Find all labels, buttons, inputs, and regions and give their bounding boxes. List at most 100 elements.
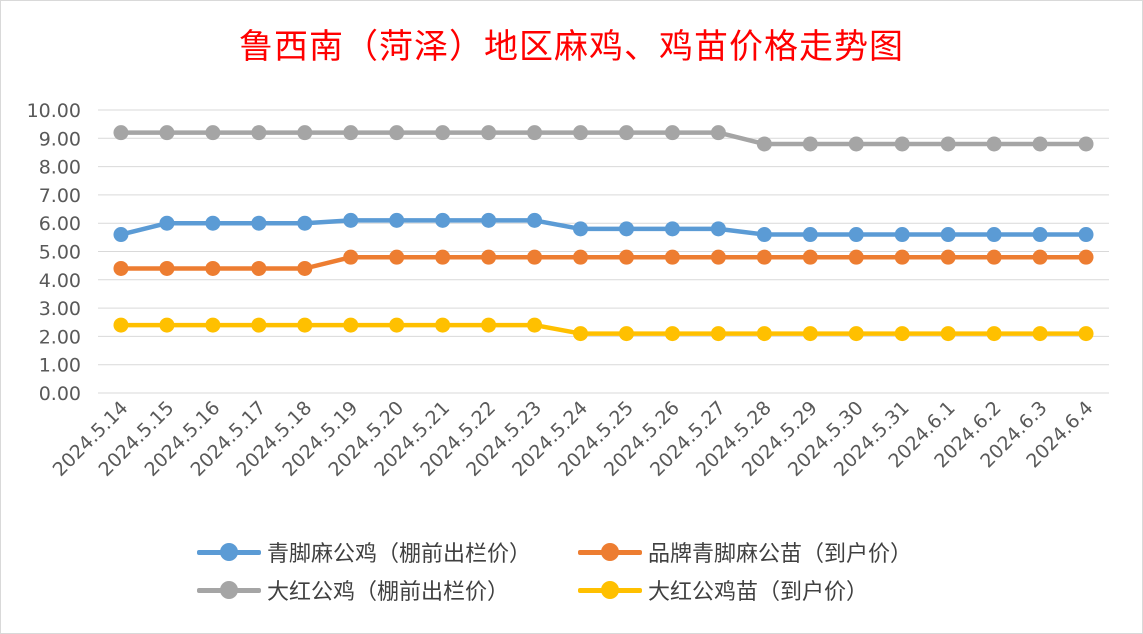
- data-point-series-2: [527, 249, 543, 265]
- data-point-series-2: [618, 249, 634, 265]
- data-point-series-4: [251, 317, 267, 333]
- legend-label-series-4: 大红公鸡苗（到户价）: [648, 580, 869, 605]
- data-point-series-2: [894, 249, 910, 265]
- data-point-series-4: [940, 326, 956, 342]
- data-point-series-1: [756, 227, 772, 243]
- data-point-series-1: [343, 212, 359, 228]
- y-tick-label: 0.00: [39, 383, 81, 405]
- data-point-series-3: [435, 125, 451, 141]
- data-point-series-4: [894, 326, 910, 342]
- data-point-series-2: [573, 249, 589, 265]
- data-point-series-3: [894, 136, 910, 152]
- data-point-series-1: [986, 227, 1002, 243]
- data-point-series-3: [159, 125, 175, 141]
- y-tick-label: 1.00: [39, 355, 81, 377]
- data-point-series-2: [848, 249, 864, 265]
- data-point-series-4: [527, 317, 543, 333]
- data-point-series-1: [710, 221, 726, 237]
- data-point-series-1: [527, 212, 543, 228]
- data-point-series-4: [664, 326, 680, 342]
- data-point-series-3: [1078, 136, 1094, 152]
- data-point-series-3: [251, 125, 267, 141]
- data-point-series-4: [710, 326, 726, 342]
- data-point-series-1: [297, 215, 313, 231]
- data-point-series-3: [986, 136, 1002, 152]
- data-point-series-2: [159, 260, 175, 276]
- chart-title: 鲁西南（菏泽）地区麻鸡、鸡苗价格走势图: [239, 27, 904, 67]
- y-tick-label: 10.00: [27, 100, 81, 122]
- data-point-series-3: [389, 125, 405, 141]
- data-point-series-2: [1078, 249, 1094, 265]
- data-point-series-1: [848, 227, 864, 243]
- legend-label-series-2: 品牌青脚麻公苗（到户价）: [648, 542, 913, 567]
- y-tick-label: 7.00: [39, 185, 81, 207]
- data-point-series-4: [848, 326, 864, 342]
- data-point-series-2: [481, 249, 497, 265]
- legend-label-series-3: 大红公鸡（棚前出栏价）: [267, 580, 510, 605]
- data-point-series-2: [1032, 249, 1048, 265]
- y-tick-label: 5.00: [39, 242, 81, 264]
- data-point-series-4: [159, 317, 175, 333]
- data-point-series-2: [297, 260, 313, 276]
- data-point-series-1: [802, 227, 818, 243]
- data-point-series-1: [159, 215, 175, 231]
- data-point-series-1: [618, 221, 634, 237]
- data-point-series-3: [618, 125, 634, 141]
- data-point-series-4: [389, 317, 405, 333]
- data-point-series-2: [756, 249, 772, 265]
- data-point-series-3: [205, 125, 221, 141]
- data-point-series-2: [389, 249, 405, 265]
- data-point-series-2: [710, 249, 726, 265]
- data-point-series-1: [113, 227, 129, 243]
- data-point-series-4: [573, 326, 589, 342]
- data-point-series-2: [986, 249, 1002, 265]
- legend-item-series-4: 大红公鸡苗（到户价）: [578, 573, 868, 607]
- data-point-series-1: [1032, 227, 1048, 243]
- data-point-series-1: [435, 212, 451, 228]
- data-point-series-4: [205, 317, 221, 333]
- data-point-series-4: [1078, 326, 1094, 342]
- data-point-series-1: [481, 212, 497, 228]
- data-point-series-3: [343, 125, 359, 141]
- y-tick-label: 3.00: [39, 298, 81, 320]
- series-line-2: [118, 254, 1089, 271]
- data-point-series-1: [664, 221, 680, 237]
- legend-label-series-1: 青脚麻公鸡（棚前出栏价）: [267, 542, 532, 567]
- y-tick-label: 4.00: [39, 270, 81, 292]
- data-point-series-3: [1032, 136, 1048, 152]
- data-point-series-2: [435, 249, 451, 265]
- data-point-series-3: [756, 136, 772, 152]
- data-point-series-4: [986, 326, 1002, 342]
- data-point-series-2: [113, 260, 129, 276]
- data-point-series-3: [940, 136, 956, 152]
- data-point-series-4: [802, 326, 818, 342]
- data-point-series-2: [343, 249, 359, 265]
- data-point-series-3: [297, 125, 313, 141]
- data-point-series-3: [710, 125, 726, 141]
- legend-item-series-3: 大红公鸡（棚前出栏价）: [197, 573, 509, 607]
- data-point-series-3: [113, 125, 129, 141]
- data-point-series-3: [481, 125, 497, 141]
- legend-item-series-2: 品牌青脚麻公苗（到户价）: [578, 535, 912, 569]
- data-point-series-4: [113, 317, 129, 333]
- data-point-series-1: [894, 227, 910, 243]
- legend-swatch-series-2: [578, 542, 642, 562]
- chart-legend: 青脚麻公鸡（棚前出栏价） 品牌青脚麻公苗（到户价） 大红公鸡（棚前出栏价） 大红…: [197, 535, 957, 615]
- legend-swatch-series-3: [197, 580, 261, 600]
- data-point-series-4: [618, 326, 634, 342]
- data-point-series-1: [940, 227, 956, 243]
- series-line-1: [118, 218, 1089, 237]
- y-tick-label: 9.00: [39, 128, 81, 150]
- legend-swatch-series-4: [578, 580, 642, 600]
- data-point-series-3: [664, 125, 680, 141]
- series-line-4: [118, 322, 1089, 336]
- y-tick-label: 6.00: [39, 213, 81, 235]
- data-point-series-4: [756, 326, 772, 342]
- data-point-series-4: [1032, 326, 1048, 342]
- y-tick-label: 2.00: [39, 326, 81, 348]
- series-line-3: [118, 130, 1089, 147]
- data-point-series-2: [251, 260, 267, 276]
- data-point-series-4: [481, 317, 497, 333]
